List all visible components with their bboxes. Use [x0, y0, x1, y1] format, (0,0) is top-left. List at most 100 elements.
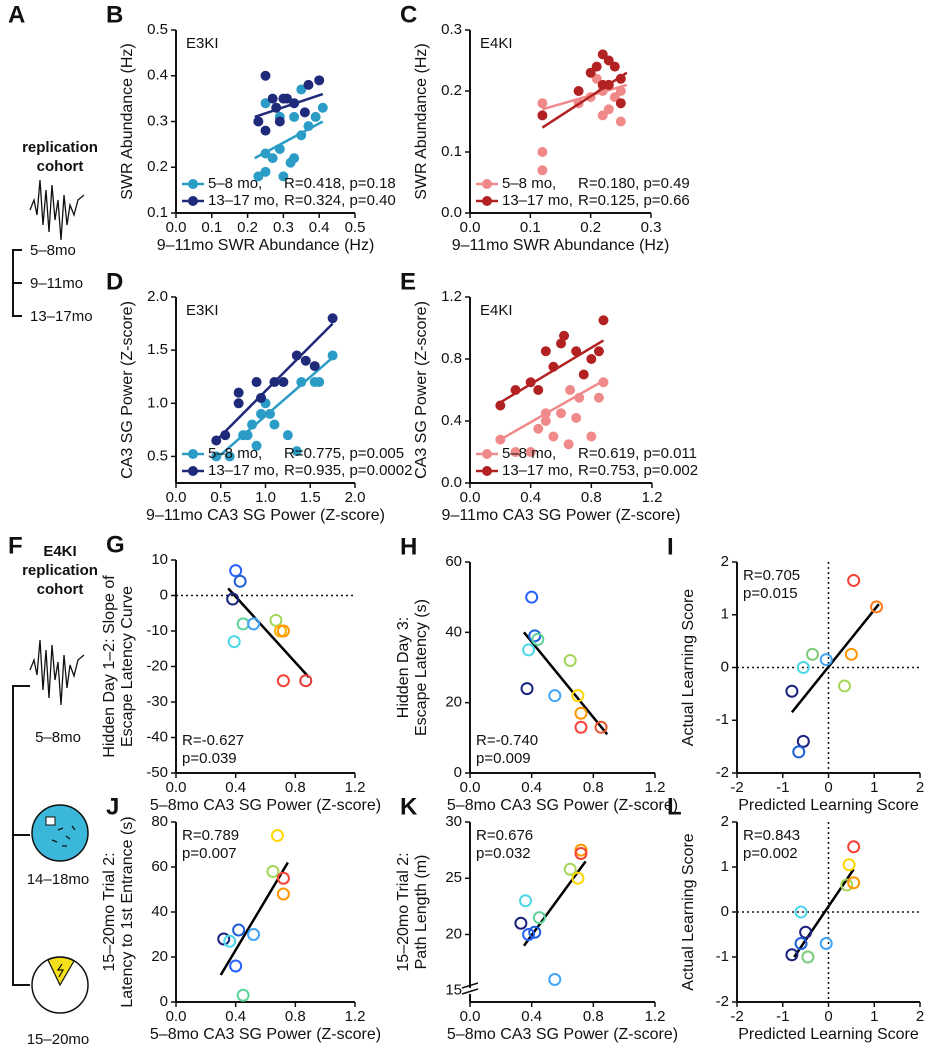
panel-letter: H	[400, 533, 417, 560]
data-point	[271, 102, 282, 113]
data-point	[314, 377, 325, 388]
legend-swatch	[482, 179, 492, 189]
x-tick-label: 0.2	[580, 219, 601, 236]
data-point	[296, 84, 307, 95]
data-point	[563, 862, 577, 876]
data-point	[296, 130, 307, 141]
x-axis-label: 9–11mo CA3 SG Power (Z-score)	[146, 507, 385, 524]
data-point	[574, 720, 588, 734]
data-point	[574, 392, 585, 403]
data-point	[519, 894, 532, 908]
data-point	[528, 925, 542, 939]
legend-label: 5–8 mo,	[502, 175, 556, 192]
data-point	[299, 674, 313, 688]
y-tick-label: 20	[445, 925, 462, 942]
data-point	[844, 647, 858, 661]
data-point	[565, 385, 576, 395]
data-point	[785, 684, 799, 698]
data-point	[603, 104, 614, 115]
data-point	[253, 116, 264, 127]
data-point	[251, 377, 262, 388]
data-point	[540, 416, 551, 426]
data-point	[260, 166, 271, 177]
legend-swatch	[188, 449, 198, 459]
data-point	[615, 73, 626, 84]
x-tick-label: -1	[776, 779, 789, 796]
data-point	[269, 377, 280, 388]
data-point	[537, 147, 548, 157]
x-axis-label: 5–8mo CA3 SG Power (Z-score)	[150, 1026, 381, 1043]
y-tick-label: 0	[160, 993, 168, 1010]
y-axis-label: CA3 SG Power (Z-score)	[119, 301, 136, 479]
y-tick-label: 10	[151, 551, 168, 568]
y-tick-label: -2	[716, 764, 729, 781]
data-point	[540, 346, 551, 357]
data-point	[597, 49, 608, 60]
fit-line	[522, 631, 609, 736]
cohort-label: replication	[22, 139, 98, 156]
x-tick-label: 0.0	[460, 489, 481, 506]
y-tick-label: 0.1	[441, 143, 462, 160]
data-point	[247, 419, 258, 430]
data-point	[574, 847, 588, 860]
y-tick-label: 1.5	[147, 341, 168, 358]
data-point	[278, 377, 289, 388]
inset-title: E4KI	[480, 35, 513, 52]
data-point	[531, 632, 545, 646]
annotation: p=0.009	[476, 750, 531, 767]
x-tick-label: 0.0	[460, 1008, 481, 1025]
y-tick-label: 0.5	[147, 21, 168, 38]
data-point	[314, 75, 325, 86]
x-tick-label: 0.1	[520, 219, 541, 236]
y-tick-label: 60	[445, 553, 462, 570]
x-tick-label: 0.3	[641, 219, 662, 236]
fit-line	[254, 92, 324, 119]
y-tick-label: 60	[151, 858, 168, 875]
data-point	[574, 706, 588, 720]
annotation: R=0.789	[182, 827, 239, 844]
x-axis-label: Predicted Learning Score	[738, 1026, 919, 1043]
x-tick-label: 2	[916, 779, 924, 796]
axis-break	[461, 982, 479, 995]
y-axis-label: Actual Learning Score	[680, 833, 697, 991]
data-point	[573, 86, 584, 96]
data-point	[266, 865, 280, 878]
legend-swatch	[482, 196, 492, 206]
y-tick-label: 1.0	[147, 394, 168, 411]
y-tick-label: 0.5	[147, 447, 168, 464]
fit-line	[790, 603, 880, 714]
data-point	[267, 153, 278, 164]
data-point	[533, 423, 544, 434]
data-point	[548, 973, 562, 986]
legend-swatch	[188, 179, 198, 189]
data-point	[229, 959, 243, 973]
data-point	[260, 70, 271, 81]
inset-title: E3KI	[186, 302, 219, 319]
legend-label: 13–17 mo,	[502, 192, 573, 209]
fit-line	[541, 71, 628, 129]
x-axis-label: 9–11mo CA3 SG Power (Z-score)	[442, 507, 681, 524]
data-point	[510, 447, 521, 457]
x-tick-label: 1.2	[345, 1008, 366, 1025]
panel-letter: I	[667, 533, 674, 560]
data-point	[276, 674, 290, 688]
panel-letter: G	[106, 531, 125, 558]
y-tick-label: -50	[146, 764, 168, 781]
data-point	[578, 369, 589, 380]
inset-title: E4KI	[480, 302, 513, 319]
x-tick-label: 2.0	[345, 489, 366, 506]
y-axis-label: 15–20mo Trial 2:	[101, 852, 118, 971]
x-tick-label: -1	[776, 1008, 789, 1025]
data-point	[226, 592, 240, 606]
data-point	[847, 840, 861, 854]
data-point	[528, 629, 542, 643]
data-point	[233, 387, 244, 398]
y-tick-label: 0	[721, 658, 729, 675]
age-label: 5–8mo	[30, 242, 76, 259]
data-point	[291, 446, 302, 457]
x-tick-label: 0.4	[309, 219, 330, 236]
data-point	[495, 434, 506, 445]
data-point	[260, 148, 271, 159]
data-point	[220, 430, 231, 441]
data-point	[598, 315, 609, 326]
